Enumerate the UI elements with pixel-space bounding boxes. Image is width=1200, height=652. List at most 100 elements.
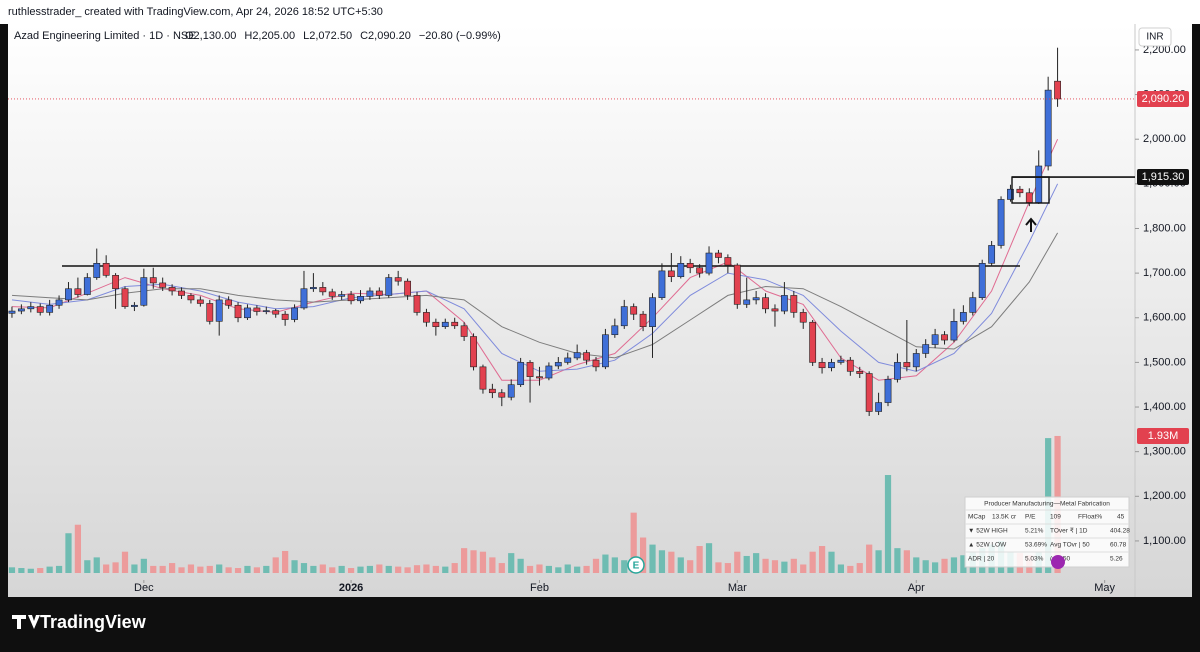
candle-body bbox=[950, 321, 958, 341]
info-table-cell: 109 bbox=[1050, 514, 1061, 521]
candle-body bbox=[1007, 188, 1014, 200]
candle-body bbox=[912, 353, 920, 368]
last-price-tag-bg bbox=[1137, 90, 1189, 107]
moving-average bbox=[11, 232, 1059, 359]
alert-icon[interactable] bbox=[1051, 555, 1065, 569]
volume-bar bbox=[489, 557, 496, 573]
candle-body bbox=[102, 262, 110, 276]
candle-body bbox=[724, 257, 732, 266]
candle-body bbox=[696, 267, 704, 274]
earnings-marker[interactable] bbox=[627, 556, 645, 574]
x-tick-label: May bbox=[1094, 582, 1115, 594]
candle-body bbox=[225, 299, 233, 306]
candle-body bbox=[404, 280, 412, 296]
volume-bar bbox=[413, 565, 421, 573]
volume-bar bbox=[932, 562, 939, 573]
candle-body bbox=[809, 321, 817, 363]
candle-body bbox=[677, 262, 685, 277]
volume-bar bbox=[282, 550, 289, 573]
candle-body bbox=[931, 334, 939, 345]
candle-body bbox=[602, 334, 609, 368]
candle-body bbox=[366, 290, 374, 297]
volume-bar bbox=[753, 553, 760, 573]
candle-body bbox=[93, 262, 101, 278]
volume-bar bbox=[574, 566, 581, 573]
candle-body bbox=[667, 270, 675, 277]
volume-bar bbox=[884, 475, 892, 573]
candle-body bbox=[573, 352, 581, 359]
volume-bar bbox=[300, 563, 308, 573]
footer-logo-mark bbox=[12, 615, 40, 629]
candle-body bbox=[536, 376, 543, 379]
candle-body bbox=[733, 264, 741, 305]
volume-bar bbox=[894, 548, 901, 573]
volume-bar bbox=[828, 551, 835, 573]
candle-body bbox=[752, 297, 760, 301]
candle-body bbox=[272, 310, 280, 315]
volume-bar bbox=[621, 560, 628, 573]
info-table-cell: ADR | 20 bbox=[968, 556, 995, 563]
info-table-cell: 60.78 bbox=[1110, 542, 1127, 549]
candle-body bbox=[649, 297, 656, 327]
info-table-cell: 5.21% bbox=[1025, 528, 1044, 535]
volume-bar bbox=[168, 563, 176, 573]
candle-body bbox=[988, 245, 996, 264]
top-bar-text: ruthlesstrader_ created with TradingView… bbox=[8, 6, 383, 18]
volume-bar bbox=[715, 562, 722, 573]
volume-bar bbox=[771, 560, 779, 573]
volume-bar bbox=[8, 567, 16, 573]
volume-bar bbox=[187, 564, 195, 573]
volume-bar bbox=[37, 568, 44, 573]
candle-body bbox=[17, 308, 25, 312]
volume-bar bbox=[818, 546, 826, 573]
y-tick-label: 1,200.00 bbox=[1143, 490, 1186, 502]
candle-body bbox=[36, 306, 44, 313]
volume-bar bbox=[658, 550, 666, 573]
volume-bar bbox=[18, 568, 25, 573]
candle-body bbox=[978, 262, 986, 298]
candle-body bbox=[630, 306, 638, 315]
candle-body bbox=[564, 357, 572, 363]
candle-body bbox=[837, 359, 845, 363]
candle-body bbox=[74, 288, 82, 295]
volume-bar bbox=[131, 564, 138, 573]
x-tick-label: Mar bbox=[728, 582, 747, 594]
candle-body bbox=[46, 304, 54, 313]
volume-bar bbox=[941, 558, 948, 573]
volume-bar bbox=[875, 550, 882, 573]
y-tick-label: 1,600.00 bbox=[1143, 312, 1186, 324]
volume-bar bbox=[630, 512, 637, 573]
volume-bar bbox=[216, 564, 223, 573]
candle-body bbox=[611, 325, 619, 336]
top-bar bbox=[0, 0, 1200, 24]
volume-bar bbox=[536, 564, 543, 573]
volume-bar bbox=[913, 557, 920, 573]
candle-body bbox=[375, 290, 383, 296]
ohlc-value: O2,130.00 bbox=[185, 30, 236, 42]
level-tag: 1,915.30 bbox=[1142, 171, 1185, 183]
candle-body bbox=[592, 359, 600, 368]
volume-bar bbox=[395, 566, 402, 573]
candle-body bbox=[131, 304, 138, 307]
volume-tag: 1.93M bbox=[1148, 430, 1179, 442]
volume-bar bbox=[451, 563, 458, 573]
volume-bar bbox=[837, 564, 845, 573]
candle-body bbox=[121, 288, 129, 307]
y-tick-label: 1,800.00 bbox=[1143, 222, 1186, 234]
volume-bar bbox=[470, 550, 477, 573]
candle-body bbox=[215, 299, 223, 322]
currency-button[interactable] bbox=[1138, 27, 1172, 47]
x-tick-label: Apr bbox=[908, 582, 925, 594]
candle-body bbox=[856, 371, 864, 374]
volume-bar bbox=[347, 568, 355, 573]
level-tag-bg bbox=[1137, 169, 1189, 186]
candle-body bbox=[291, 307, 298, 320]
candle-body bbox=[743, 299, 751, 305]
candle-body bbox=[799, 312, 807, 323]
volume-bar bbox=[847, 565, 854, 573]
candle-body bbox=[969, 297, 977, 313]
volume-bar bbox=[65, 533, 72, 573]
volume-bar bbox=[234, 568, 242, 573]
